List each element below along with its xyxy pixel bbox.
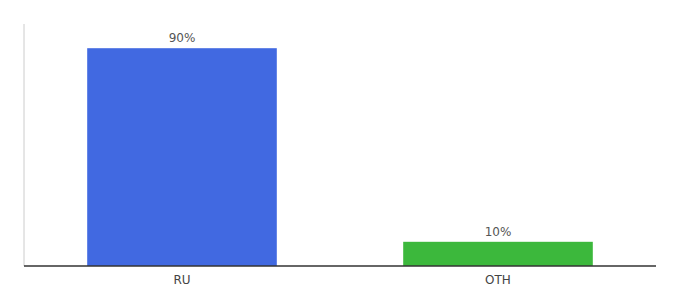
x-tick-labels: RU OTH xyxy=(173,273,510,287)
bar xyxy=(87,48,277,266)
chart-container: RU OTH 90% 10% xyxy=(0,0,680,300)
chart-svg: RU OTH 90% 10% xyxy=(0,0,680,300)
x-axis-line xyxy=(24,265,656,267)
bars xyxy=(87,48,593,266)
bar xyxy=(403,242,593,266)
data-label: 10% xyxy=(485,225,512,239)
page: {"chart_data": {"type": "bar", "categori… xyxy=(0,0,680,300)
y-axis-line xyxy=(24,24,25,266)
data-labels: 90% 10% xyxy=(169,31,512,239)
data-label: 90% xyxy=(169,31,196,45)
x-tick-label: RU xyxy=(173,273,190,287)
x-tick-label: OTH xyxy=(485,273,511,287)
